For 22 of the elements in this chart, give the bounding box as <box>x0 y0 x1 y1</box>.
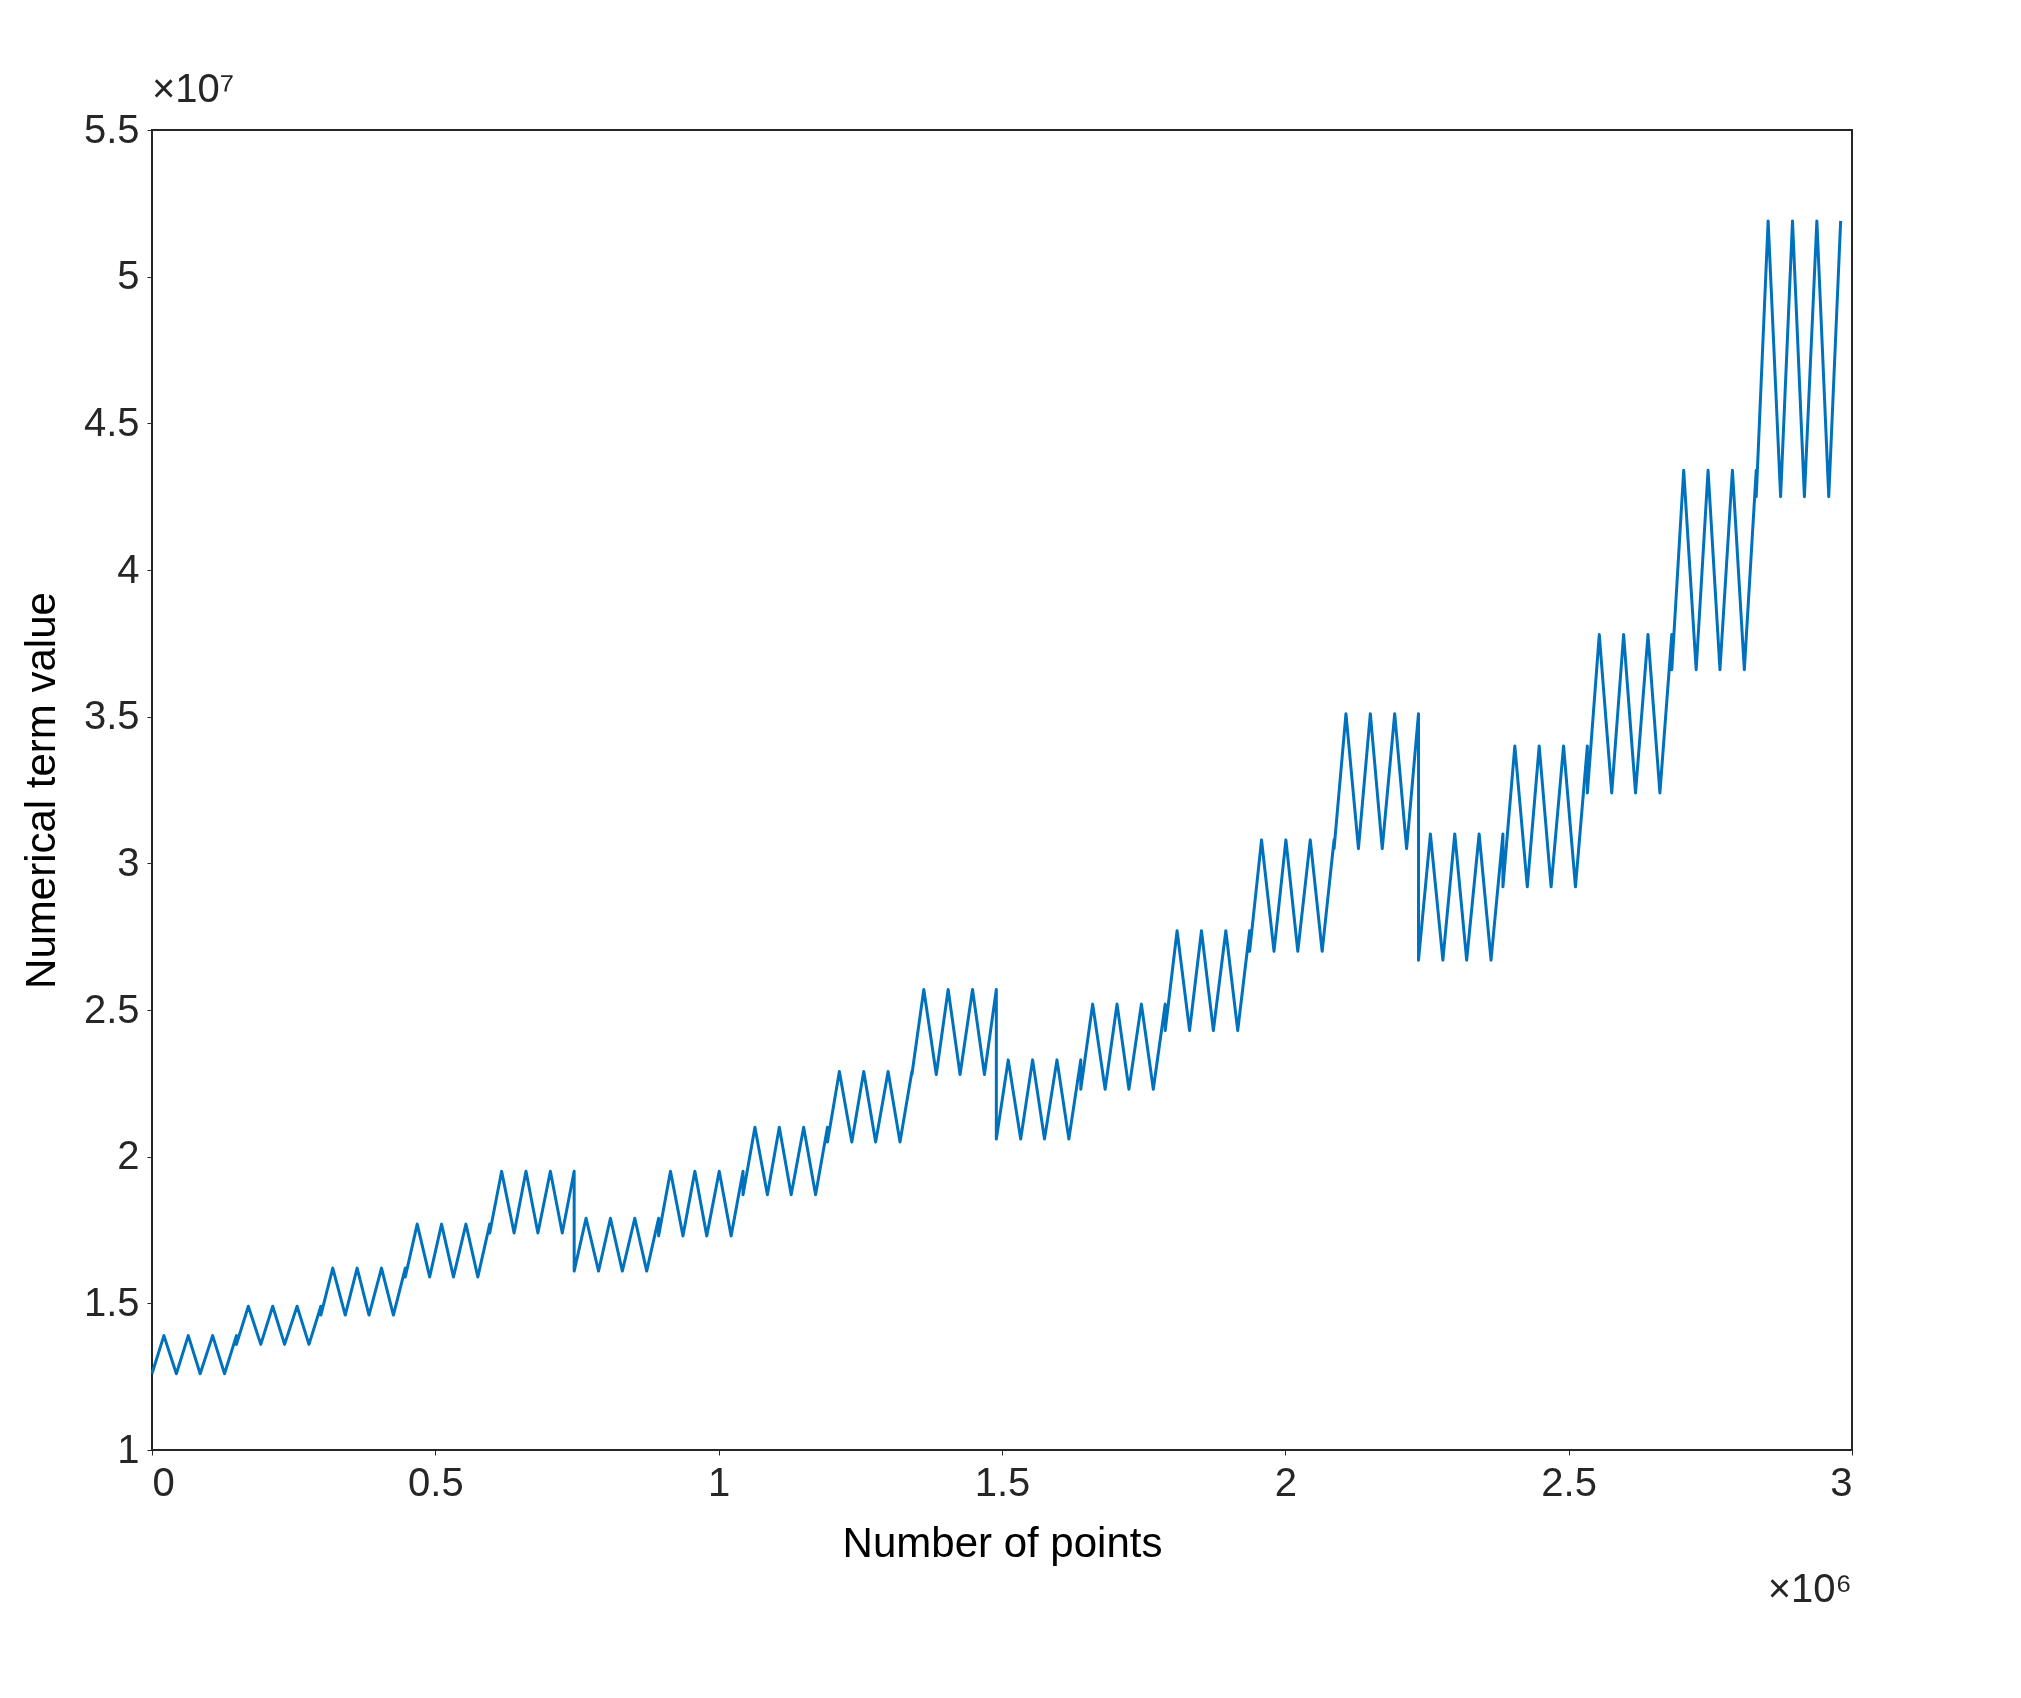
x-tick-label: 2.5 <box>1541 1459 1597 1504</box>
y-tick-label: 1.5 <box>83 1279 140 1324</box>
y-tick-label: 3.5 <box>83 693 140 738</box>
y-tick-label: 5 <box>117 253 140 298</box>
y-tick-label: 3 <box>117 839 140 884</box>
text: ×10⁶ <box>1767 1566 1852 1610</box>
x-axis-title: Number of points <box>842 1518 1163 1566</box>
y-tick-label: 1 <box>117 1426 140 1471</box>
line-series <box>150 219 1843 1376</box>
y-tick-label: 4.5 <box>83 399 140 444</box>
x-tick-label: 1 <box>708 1459 731 1504</box>
x-tick-label: 3 <box>1830 1459 1853 1504</box>
y-tick-label: 2 <box>117 1133 140 1178</box>
x-tick-label: 0.5 <box>408 1459 464 1504</box>
x-tick-label: 0 <box>152 1459 175 1504</box>
y-tick-label: 4 <box>117 546 140 591</box>
x-tick-label: 1.5 <box>974 1459 1031 1504</box>
y-tick-label: 5.5 <box>83 106 140 151</box>
y-tick-label: 2.5 <box>83 986 140 1031</box>
y-axis-title: Numerical term value <box>16 592 64 989</box>
text: ×10⁷ <box>152 66 235 110</box>
x-tick-label: 2 <box>1274 1459 1297 1504</box>
